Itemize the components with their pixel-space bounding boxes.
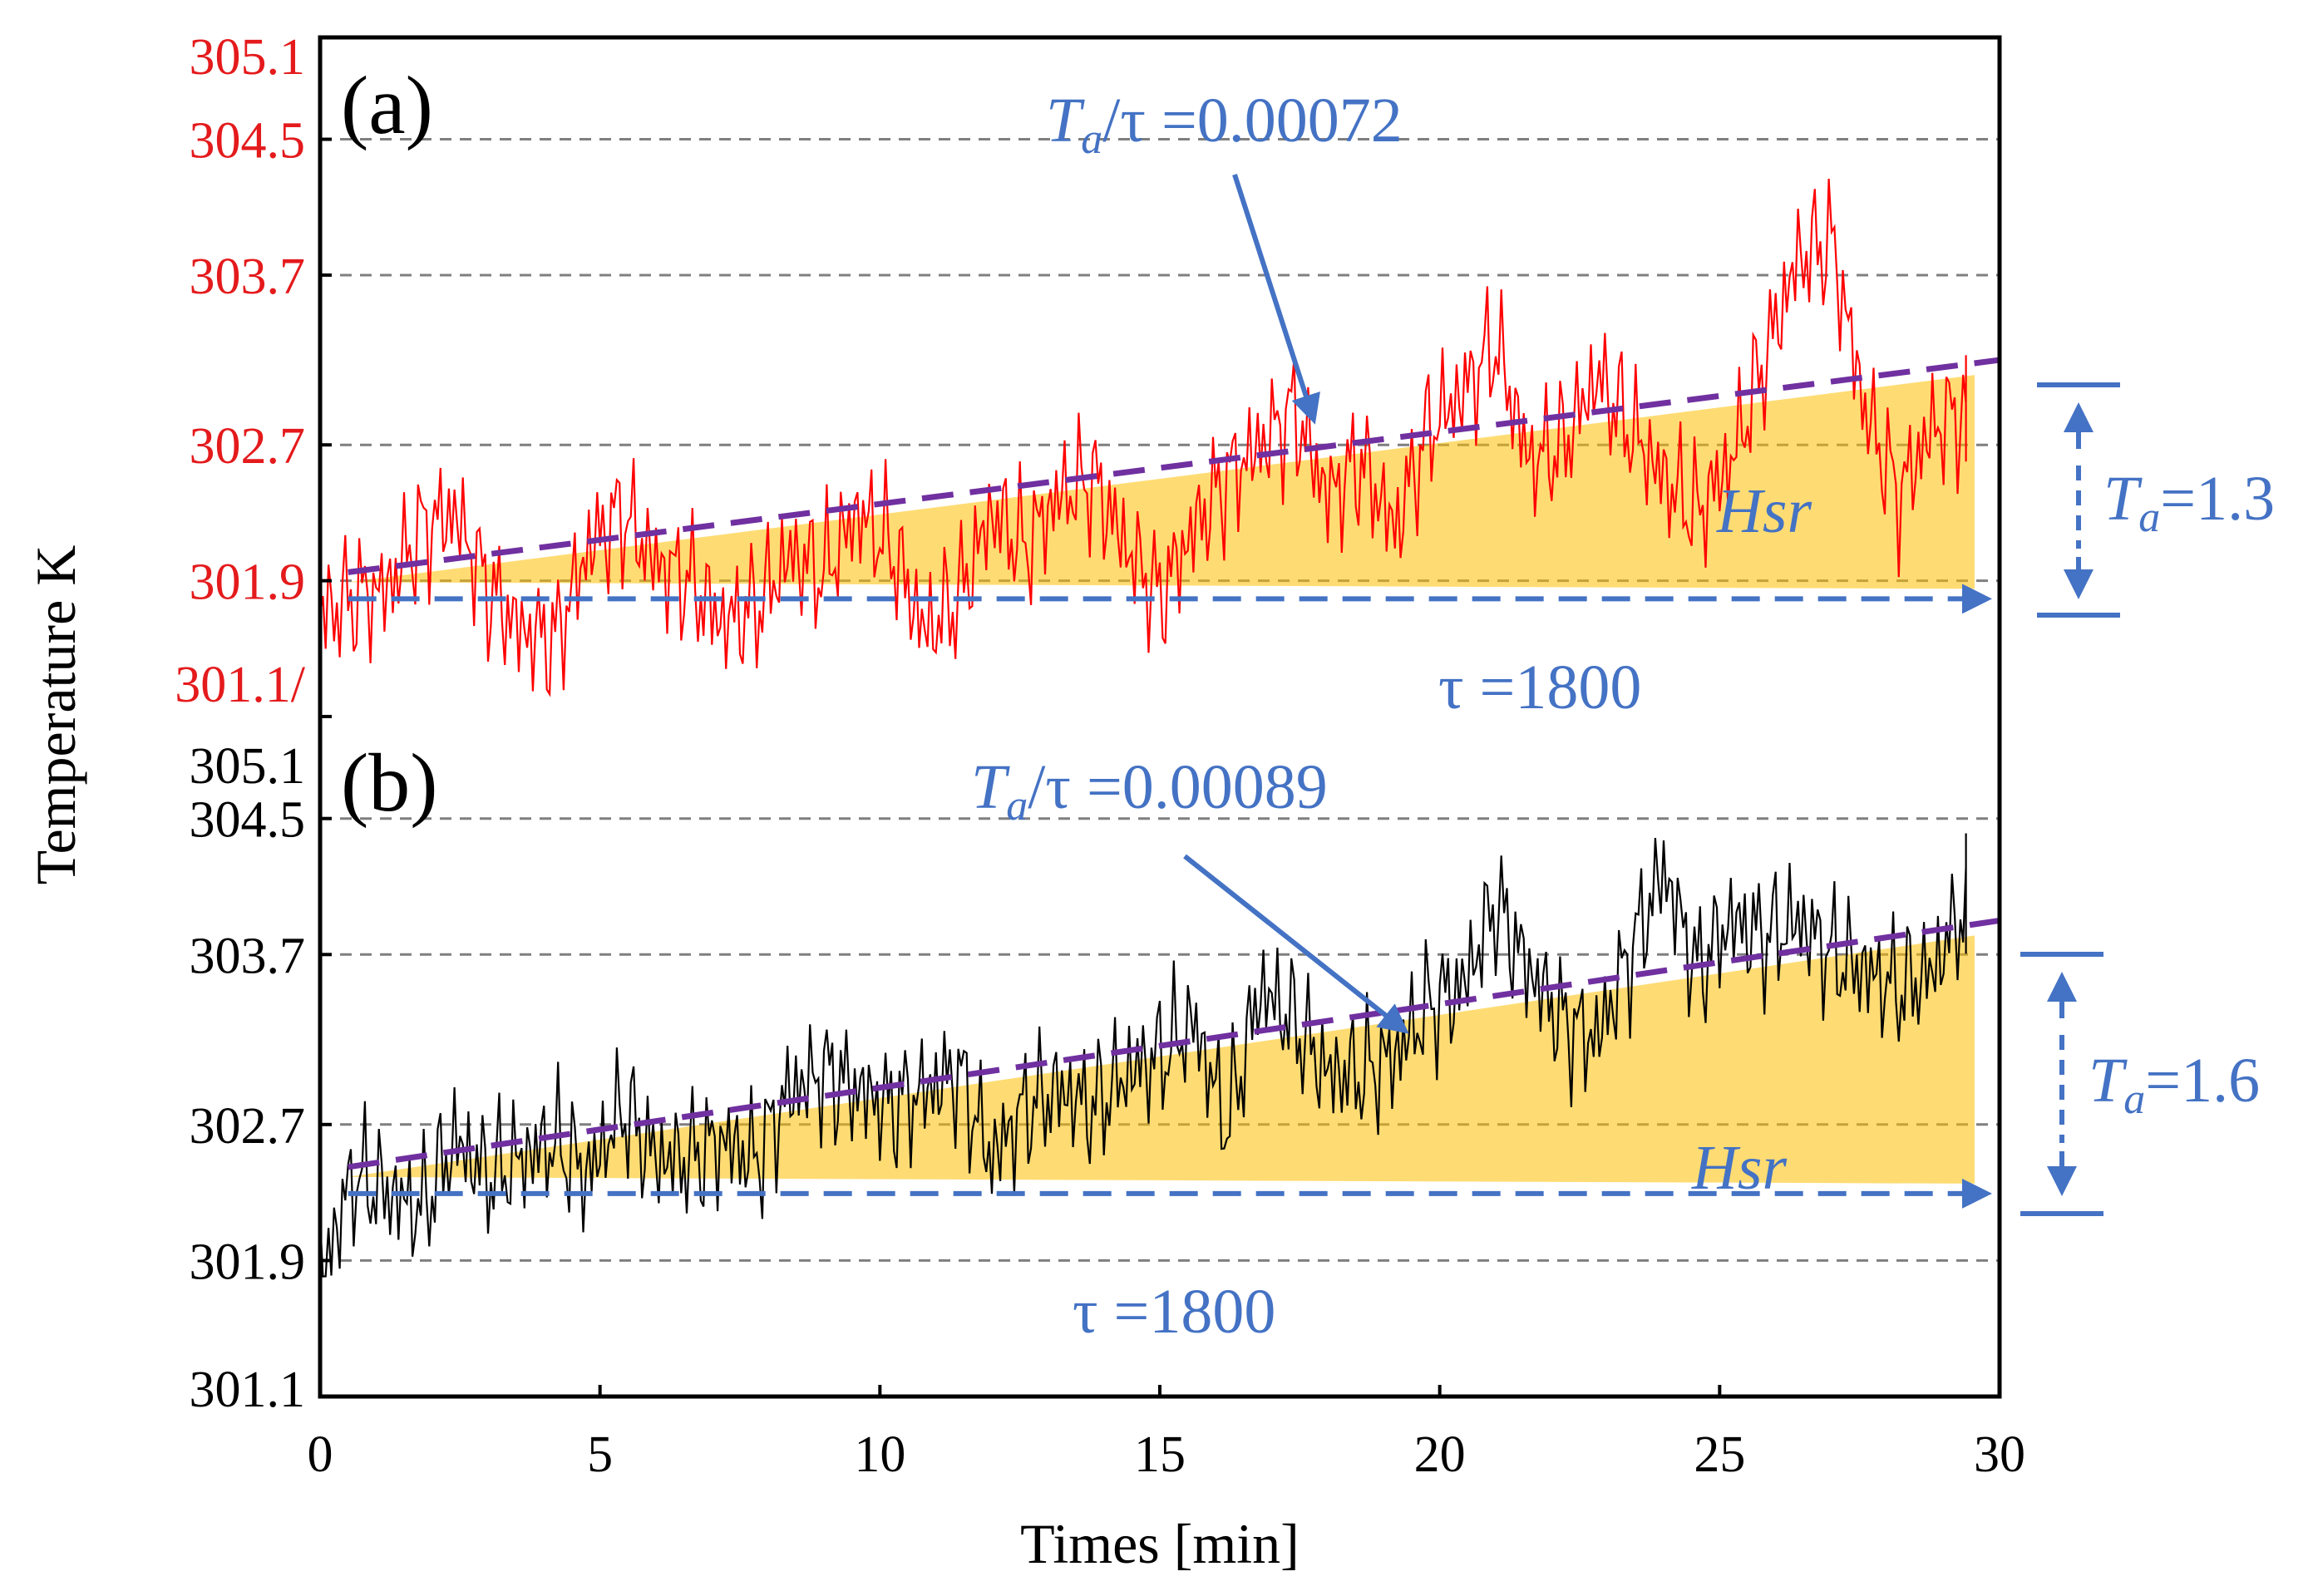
panel-b-amplitude-label: Ta=1.6 [2089, 1046, 2260, 1123]
panel-a-amplitude-label: Ta=1.3 [2103, 464, 2275, 541]
panel-a-y-tick-label: 302.7 [190, 418, 306, 475]
x-ticks: 0 5 10 15 20 25 30 [308, 1385, 2025, 1483]
panel-b-series-line [320, 833, 1967, 1278]
x-tick-label: 10 [854, 1426, 905, 1483]
panel-b-hsr-label: Hsr [1691, 1133, 1787, 1203]
panel-b-y-tick-label: 301.9 [190, 1234, 306, 1290]
panel-b-y-tick-label: 305.1 [190, 738, 306, 795]
x-tick-label: 30 [1974, 1426, 2025, 1483]
panel-b-slope-annotation: Ta/τ =0.00089 [971, 752, 1328, 830]
panel-a-y-tick-label: 304.5 [190, 113, 306, 170]
panel-b-trend-line [348, 917, 2000, 1170]
panel-a-slope-annotation: Ta/τ =0.00072 [1046, 86, 1403, 163]
panel-a-trend-line [348, 357, 2000, 575]
panel-a-hsr-label: Hsr [1716, 476, 1812, 546]
panel-a-y-tick-label: 303.7 [190, 249, 306, 305]
panel-b-y-tick-label: 303.7 [190, 928, 306, 984]
panel-a-y-ticks: 305.1 304.5 303.7 302.7 301.9 301.1/ [175, 29, 332, 718]
panel-a-period-label: τ =1800 [1438, 653, 1641, 722]
panel-b-y-tick-label: 304.5 [190, 792, 306, 849]
x-tick-label: 0 [308, 1426, 333, 1483]
panel-a-hsr-area [348, 375, 1975, 589]
panel-a: 305.1 304.5 303.7 302.7 301.9 301.1/ (a) Ta/τ… [175, 29, 2275, 722]
panel-a-y-tick-label: 305.1 [190, 29, 306, 86]
panel-b-amplitude-bracket [2020, 952, 2103, 1216]
x-tick-label: 5 [587, 1426, 613, 1483]
panel-b-label: (b) [341, 736, 438, 829]
panel-b-y-tick-label: 301.1 [190, 1362, 306, 1418]
panel-a-y-tick-label: 301.1/ [175, 657, 306, 713]
panel-a-pointer-arrow [1232, 174, 1320, 425]
panel-b-y-tick-label: 302.7 [190, 1098, 306, 1155]
panel-b-period-label: τ =1800 [1073, 1277, 1275, 1347]
panel-b-pointer-arrow [1183, 854, 1409, 1034]
x-axis-label: Times [min] [1020, 1512, 1300, 1575]
x-tick-label: 25 [1694, 1426, 1745, 1483]
x-tick-label: 15 [1134, 1426, 1186, 1483]
panel-a-y-tick-label: 301.9 [190, 554, 306, 611]
y-axis-label: Temperature K [24, 545, 87, 885]
x-tick-label: 20 [1414, 1426, 1466, 1483]
panel-a-amplitude-bracket [2037, 382, 2120, 618]
panel-a-label: (a) [341, 59, 433, 151]
